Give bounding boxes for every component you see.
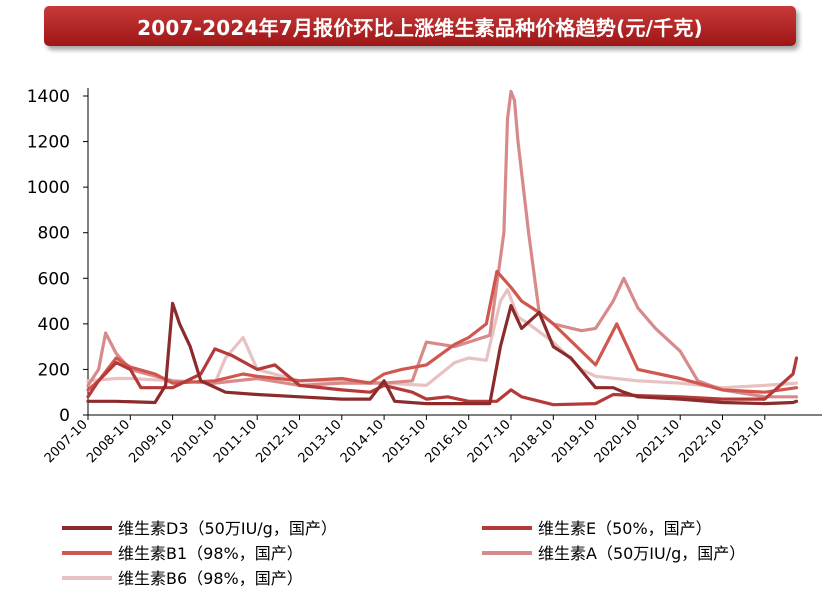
y-tick-label: 600 <box>38 269 70 289</box>
x-tick-label: 2012-10 <box>253 417 302 466</box>
y-tick-label: 200 <box>38 360 70 380</box>
x-tick-label: 2014-10 <box>338 417 387 466</box>
legend: 维生素D3（50万IU/g，国产） 维生素E（50%，国产） 维生素B1（98%，国… <box>62 519 745 588</box>
x-tick-label: 2016-10 <box>423 417 472 466</box>
x-tick-label: 2009-10 <box>126 417 175 466</box>
x-tick-label: 2022-10 <box>676 417 725 466</box>
y-tick-label: 1400 <box>27 87 70 107</box>
x-tick-label: 2017-10 <box>465 417 514 466</box>
legend-label: 维生素D3（50万IU/g，国产） <box>118 519 337 538</box>
legend-label: 维生素B6（98%，国产） <box>118 569 303 588</box>
chart-title: 2007-2024年7月报价环比上涨维生素品种价格趋势(元/千克) <box>44 6 796 46</box>
series-line-4 <box>86 89 799 399</box>
series-line-1 <box>86 301 799 406</box>
axes: 02004006008001000120014002007-102008-102… <box>27 87 822 466</box>
x-tick-label: 2018-10 <box>507 417 556 466</box>
x-tick-label: 2019-10 <box>549 417 598 466</box>
y-tick-label: 1000 <box>27 178 70 198</box>
series-layer <box>86 89 799 407</box>
y-tick-label: 1200 <box>27 133 70 153</box>
legend-label: 维生素E（50%，国产） <box>538 519 712 538</box>
legend-label: 维生素A（50万IU/g，国产） <box>538 544 745 563</box>
x-tick-label: 2011-10 <box>211 417 260 466</box>
y-tick-label: 0 <box>59 406 70 426</box>
x-tick-label: 2023-10 <box>719 417 768 466</box>
x-tick-label: 2010-10 <box>169 417 218 466</box>
legend-label: 维生素B1（98%，国产） <box>118 544 303 563</box>
y-tick-label: 800 <box>38 224 70 244</box>
x-tick-label: 2015-10 <box>380 417 429 466</box>
x-tick-label: 2008-10 <box>84 417 133 466</box>
series-line-5 <box>86 288 799 390</box>
x-tick-label: 2013-10 <box>296 417 345 466</box>
x-tick-label: 2020-10 <box>592 417 641 466</box>
x-tick-label: 2021-10 <box>634 417 683 466</box>
series-line-3 <box>86 269 799 394</box>
y-tick-label: 400 <box>38 315 70 335</box>
